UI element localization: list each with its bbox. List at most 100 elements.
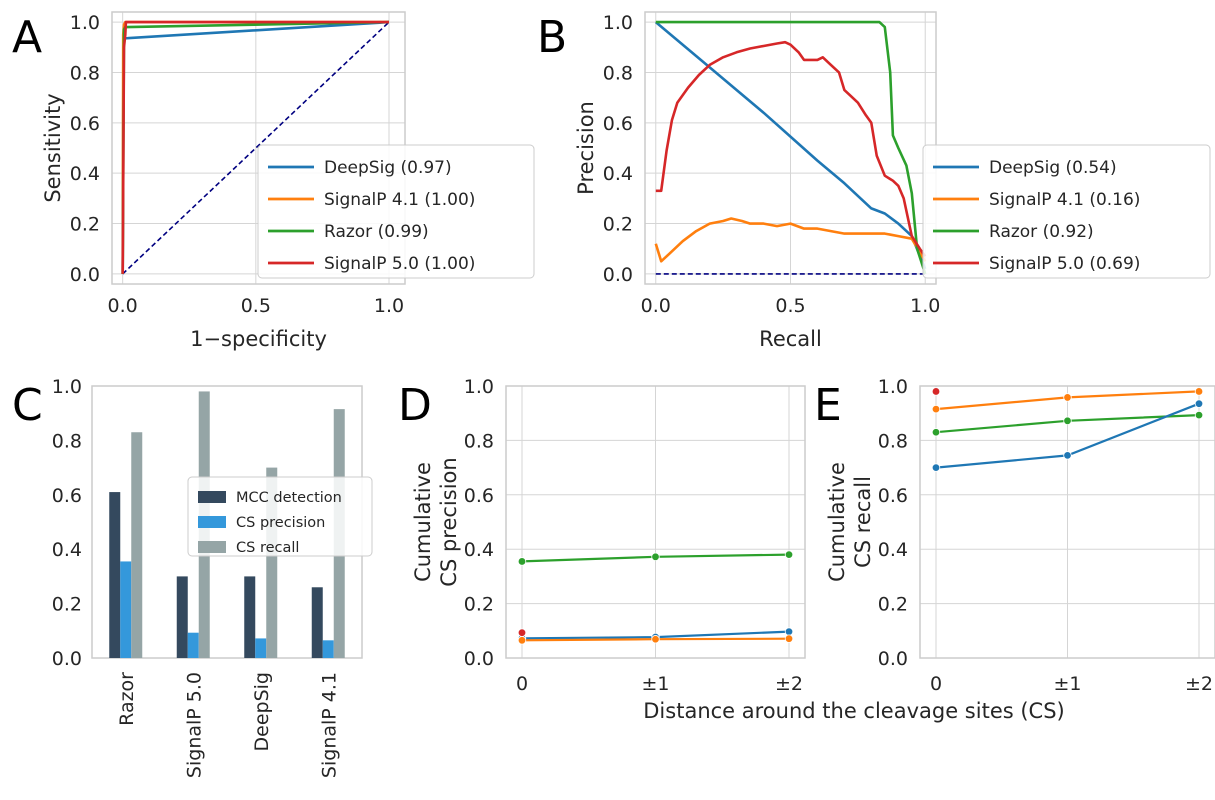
series-point-razor — [784, 550, 794, 559]
shared-x-axis-label-de: Distance around the cleavage sites (CS) — [643, 699, 1064, 723]
series-point-deepsig — [1194, 399, 1204, 408]
series-point-signalp50 — [517, 628, 527, 637]
bar-cs_recall — [266, 467, 278, 658]
y-axis-label: Precision — [574, 101, 598, 195]
series-point-signalp41 — [1063, 393, 1072, 402]
y-axis-label: Cumulative CS recall — [825, 462, 875, 582]
series-point-razor — [651, 552, 660, 562]
y-tick-label: 0.6 — [603, 113, 633, 135]
legend-entry: SignalP 5.0 (1.00) — [324, 254, 475, 274]
series-point-deepsig — [784, 627, 794, 636]
x-tick-label: SignalP 5.0 — [183, 672, 205, 778]
series-point-deepsig — [931, 463, 941, 472]
x-tick-label: ±1 — [1053, 673, 1081, 695]
y-tick-label: 0.6 — [70, 113, 100, 135]
series-point-signalp41 — [517, 636, 527, 645]
series-point-signalp41 — [651, 635, 660, 644]
bar-mcc — [109, 492, 121, 658]
x-tick-label: 0.0 — [108, 295, 138, 317]
legend-entry: MCC detection — [236, 490, 342, 506]
series-line-signalp50 — [655, 40, 927, 258]
legend-entry: Razor (0.92) — [989, 222, 1094, 242]
series-point-razor — [931, 428, 941, 437]
legend-entry: DeepSig (0.97) — [324, 158, 452, 178]
series-line-razor — [655, 20, 927, 275]
y-tick-label: 1.0 — [52, 376, 82, 398]
panel-a-roc-chart: 0.0 0.5 1.0 0.0 0.2 0.4 0.6 0.8 1.0 1−specificity… — [41, 11, 535, 351]
y-tick-label: 0.2 — [52, 594, 82, 616]
legend-swatch-cs_recall — [198, 541, 226, 553]
y-tick-label: 0.6 — [464, 485, 494, 507]
x-tick-label: 0 — [516, 673, 528, 695]
series-point-razor — [517, 557, 527, 566]
x-axis-label: 1−specificity — [190, 327, 327, 351]
legend-entry: CS precision — [236, 515, 325, 531]
series-point-razor — [1194, 410, 1204, 420]
bar-mcc — [176, 576, 188, 658]
x-tick-label: 0 — [930, 673, 942, 695]
x-tick-label: SignalP 4.1 — [318, 672, 340, 778]
legend-box — [187, 476, 373, 557]
x-tick-label: ±2 — [1185, 673, 1213, 695]
legend-entry: SignalP 5.0 (0.69) — [989, 254, 1140, 274]
bar-cs_precision — [187, 632, 199, 658]
y-tick-label: 0.4 — [878, 539, 908, 561]
y-tick-label: 0.2 — [603, 214, 633, 236]
series-point-signalp41 — [1194, 387, 1204, 396]
legend-entry: CS recall — [236, 540, 299, 556]
panel-letter-d: D — [398, 380, 432, 431]
series-line-signalp41 — [654, 217, 927, 263]
y-tick-label: 0.6 — [878, 485, 908, 507]
bar-cs_precision — [120, 561, 132, 658]
legend-entry: DeepSig (0.54) — [989, 158, 1117, 178]
y-tick-label: 0.0 — [70, 264, 100, 286]
series-point-signalp50 — [931, 387, 941, 396]
y-tick-label: 1.0 — [878, 376, 908, 398]
series-point-deepsig — [1063, 451, 1072, 460]
series-point-razor — [1063, 416, 1072, 426]
y-axis-label: Sensitivity — [41, 93, 65, 202]
y-tick-label: 0.0 — [464, 648, 494, 670]
y-tick-label: 0.6 — [52, 485, 82, 507]
y-axis-label-line: CS precision — [437, 457, 461, 586]
panel-e-cs-recall-chart: 0 ±1 ±2 0.0 0.2 0.4 0.6 0.8 1.0 Cumulative CS reca… — [825, 376, 1215, 695]
x-tick-label: DeepSig — [251, 672, 273, 751]
panel-letter-a: A — [12, 12, 42, 63]
legend-swatch-mcc — [198, 491, 226, 503]
y-tick-label: 0.8 — [603, 62, 633, 84]
x-tick-label: 1.0 — [910, 295, 940, 317]
y-tick-label: 0.4 — [464, 539, 494, 561]
y-tick-label: 0.8 — [464, 430, 494, 452]
x-axis-label: Recall — [759, 327, 822, 351]
y-tick-label: 0.4 — [603, 163, 633, 185]
legend-entry: SignalP 4.1 (0.16) — [989, 190, 1140, 210]
y-tick-label: 0.2 — [464, 594, 494, 616]
y-tick-label: 0.8 — [70, 62, 100, 84]
panel-letter-e: E — [814, 380, 842, 431]
x-tick-label: ±2 — [775, 673, 803, 695]
y-tick-label: 1.0 — [464, 376, 494, 398]
y-tick-label: 0.4 — [70, 163, 100, 185]
panel-c-bar-chart: 0.0 0.2 0.4 0.6 0.8 1.0 Razor SignalP 5.0 DeepSi… — [52, 376, 373, 778]
y-axis-label: Cumulative CS precision — [411, 457, 461, 586]
y-tick-label: 0.8 — [878, 430, 908, 452]
y-tick-label: 0.2 — [878, 594, 908, 616]
bar-mcc — [244, 576, 256, 658]
panel-d-cs-precision-chart: 0 ±1 ±2 0.0 0.2 0.4 0.6 0.8 1.0 Cumulative CS prec… — [411, 376, 806, 695]
y-tick-label: 0.4 — [52, 539, 82, 561]
x-tick-label: Razor — [116, 672, 138, 726]
plot-frame — [505, 385, 806, 659]
legend-box — [257, 144, 535, 279]
series-point-signalp41 — [931, 404, 941, 414]
x-tick-label: 0.5 — [241, 295, 271, 317]
bar-cs_precision — [255, 638, 267, 658]
x-tick-label: 0.5 — [775, 295, 805, 317]
y-tick-label: 1.0 — [603, 12, 633, 34]
panel-letter-b: B — [537, 12, 567, 63]
legend-box — [922, 144, 1211, 279]
bar-mcc — [311, 587, 323, 658]
panel-letter-c: C — [12, 380, 43, 431]
reference-line — [122, 21, 390, 275]
panel-b-precision-recall-chart: 0.0 0.5 1.0 0.0 0.2 0.4 0.6 0.8 1.0 Recall Precisi… — [574, 11, 1211, 351]
